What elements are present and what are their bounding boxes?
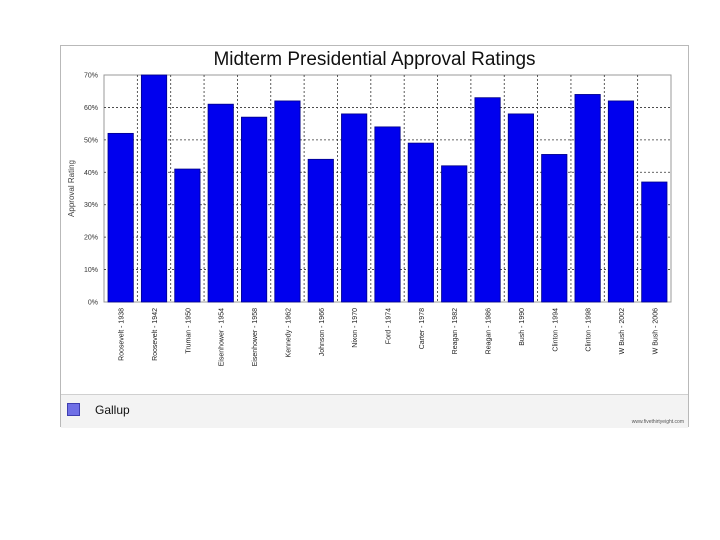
legend-swatch-gallup — [67, 403, 80, 416]
x-tick-label: Reagan - 1982 — [452, 308, 459, 354]
bar — [507, 113, 534, 303]
bar — [474, 97, 501, 303]
x-tick-label: Clinton - 1998 — [586, 308, 593, 352]
bar — [607, 100, 635, 303]
credit-text: www.fivethirtyeight.com — [631, 419, 684, 425]
x-tick-label: Reagan - 1986 — [486, 308, 493, 354]
bar — [374, 126, 401, 303]
bar — [541, 154, 568, 303]
x-tick-label: Kennedy - 1962 — [285, 308, 292, 358]
y-tick-label: 30% — [84, 202, 98, 209]
legend: Gallup www.fivethirtyeight.com — [61, 394, 688, 428]
x-tick-label: Carter - 1978 — [419, 308, 426, 349]
x-tick-label: Eisenhower - 1958 — [252, 308, 259, 366]
bar — [307, 158, 334, 303]
x-tick-label: Nixon - 1970 — [352, 308, 359, 348]
y-tick-label: 0% — [88, 300, 98, 307]
y-tick-label: 40% — [84, 170, 98, 177]
bar — [140, 74, 168, 303]
x-tick-label: Roosevelt - 1938 — [119, 308, 126, 361]
bar — [441, 165, 468, 303]
x-tick-label: Roosevelt - 1942 — [152, 308, 159, 361]
x-tick-label: W Bush - 2006 — [652, 308, 659, 354]
bar — [174, 168, 201, 303]
bar — [241, 116, 268, 303]
x-tick-label: Clinton - 1994 — [552, 308, 559, 352]
bar — [107, 132, 134, 303]
bar — [274, 100, 301, 303]
x-tick-label: Johnson - 1966 — [319, 308, 326, 356]
x-tick-label: W Bush - 2002 — [619, 308, 626, 354]
chart-frame: Midterm Presidential Approval Ratings 0%… — [60, 45, 689, 428]
y-axis-title: Approval Rating — [67, 160, 76, 217]
bar — [341, 113, 368, 303]
y-tick-label: 10% — [84, 267, 98, 274]
y-tick-label: 60% — [84, 105, 98, 112]
bar — [574, 94, 601, 303]
y-tick-label: 70% — [84, 73, 98, 80]
x-tick-label: Bush - 1990 — [519, 308, 526, 346]
x-tick-label: Eisenhower - 1954 — [219, 308, 226, 366]
legend-label-gallup: Gallup — [95, 403, 130, 417]
bar — [407, 142, 434, 303]
bar — [641, 181, 668, 303]
y-tick-label: 50% — [84, 137, 98, 144]
chart-title: Midterm Presidential Approval Ratings — [213, 49, 536, 70]
bar — [207, 103, 234, 303]
x-tick-label: Ford - 1974 — [386, 308, 393, 344]
y-tick-label: 20% — [84, 235, 98, 242]
chart-plot: 0% 10% 20% 30% 40% 50% 60% 70% Roosevelt - 1938 R… — [67, 73, 672, 366]
x-tick-label: Truman - 1950 — [185, 308, 192, 354]
